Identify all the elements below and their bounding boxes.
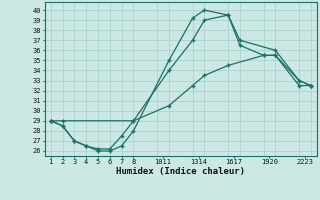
X-axis label: Humidex (Indice chaleur): Humidex (Indice chaleur) — [116, 167, 245, 176]
